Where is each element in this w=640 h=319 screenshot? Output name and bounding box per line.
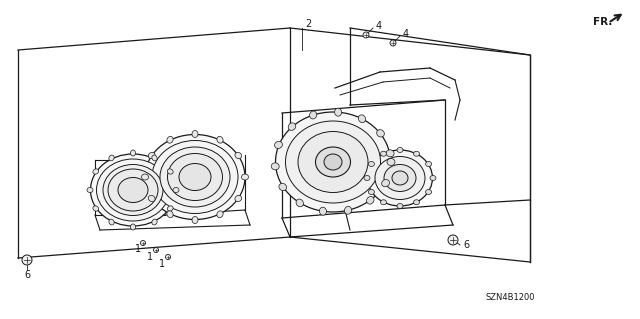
Ellipse shape [367, 197, 374, 204]
Ellipse shape [217, 211, 223, 218]
Ellipse shape [275, 141, 282, 148]
Ellipse shape [192, 130, 198, 137]
Ellipse shape [384, 165, 416, 191]
Ellipse shape [397, 204, 403, 209]
Ellipse shape [298, 131, 368, 192]
Ellipse shape [152, 140, 238, 213]
Ellipse shape [217, 137, 223, 143]
Circle shape [22, 255, 32, 265]
Ellipse shape [381, 180, 390, 187]
Ellipse shape [148, 195, 155, 202]
Ellipse shape [386, 150, 394, 157]
Ellipse shape [377, 130, 385, 137]
Ellipse shape [369, 189, 374, 195]
Circle shape [141, 241, 145, 246]
Ellipse shape [364, 175, 370, 181]
Text: 3: 3 [302, 143, 308, 153]
Ellipse shape [131, 224, 136, 230]
Text: 1: 1 [135, 244, 141, 254]
Ellipse shape [148, 152, 155, 159]
Ellipse shape [426, 189, 431, 195]
Ellipse shape [93, 206, 99, 211]
Ellipse shape [97, 159, 170, 221]
Ellipse shape [152, 155, 157, 161]
Ellipse shape [167, 211, 173, 218]
Ellipse shape [118, 177, 148, 203]
Ellipse shape [145, 135, 245, 219]
Ellipse shape [167, 206, 173, 211]
Ellipse shape [369, 161, 374, 167]
Text: 1: 1 [147, 252, 153, 262]
Circle shape [166, 255, 170, 259]
Text: 6: 6 [24, 270, 30, 280]
Text: 1: 1 [159, 259, 165, 269]
Ellipse shape [310, 111, 317, 119]
Ellipse shape [109, 155, 114, 161]
Ellipse shape [397, 147, 403, 152]
Ellipse shape [87, 188, 93, 192]
Text: 2: 2 [305, 19, 311, 29]
Ellipse shape [235, 152, 242, 159]
Ellipse shape [160, 147, 230, 207]
Ellipse shape [358, 115, 365, 122]
Ellipse shape [192, 217, 198, 224]
Circle shape [390, 40, 396, 46]
Ellipse shape [316, 147, 351, 177]
Ellipse shape [285, 121, 381, 203]
Text: 4: 4 [376, 21, 382, 31]
Ellipse shape [426, 161, 431, 167]
Ellipse shape [179, 164, 211, 190]
Ellipse shape [335, 108, 342, 116]
Ellipse shape [413, 151, 419, 156]
Ellipse shape [296, 199, 303, 207]
Ellipse shape [375, 157, 425, 199]
Ellipse shape [235, 195, 242, 202]
Ellipse shape [324, 154, 342, 170]
Circle shape [154, 248, 159, 253]
Ellipse shape [241, 174, 248, 180]
Text: 5: 5 [167, 140, 173, 150]
Ellipse shape [381, 200, 387, 205]
Ellipse shape [430, 175, 436, 181]
Circle shape [363, 32, 369, 38]
Ellipse shape [90, 154, 175, 226]
Ellipse shape [381, 151, 387, 156]
Ellipse shape [367, 150, 433, 206]
Ellipse shape [387, 159, 395, 166]
Text: 6: 6 [463, 240, 469, 250]
Ellipse shape [413, 200, 419, 205]
Ellipse shape [275, 112, 390, 212]
Ellipse shape [288, 123, 296, 130]
Ellipse shape [168, 153, 223, 201]
Ellipse shape [344, 206, 351, 214]
Ellipse shape [271, 163, 279, 170]
Ellipse shape [152, 219, 157, 225]
Text: SZN4B1200: SZN4B1200 [485, 293, 535, 302]
Ellipse shape [141, 174, 148, 180]
Text: FR.: FR. [593, 17, 612, 27]
Ellipse shape [167, 169, 173, 174]
Ellipse shape [392, 171, 408, 185]
Text: 4: 4 [403, 29, 409, 39]
Ellipse shape [173, 188, 179, 192]
Ellipse shape [279, 183, 287, 191]
Ellipse shape [103, 165, 163, 216]
Ellipse shape [131, 150, 136, 156]
Ellipse shape [109, 219, 114, 225]
Circle shape [448, 235, 458, 245]
Ellipse shape [167, 137, 173, 143]
Ellipse shape [108, 169, 158, 211]
Ellipse shape [93, 169, 99, 174]
Ellipse shape [319, 207, 326, 215]
